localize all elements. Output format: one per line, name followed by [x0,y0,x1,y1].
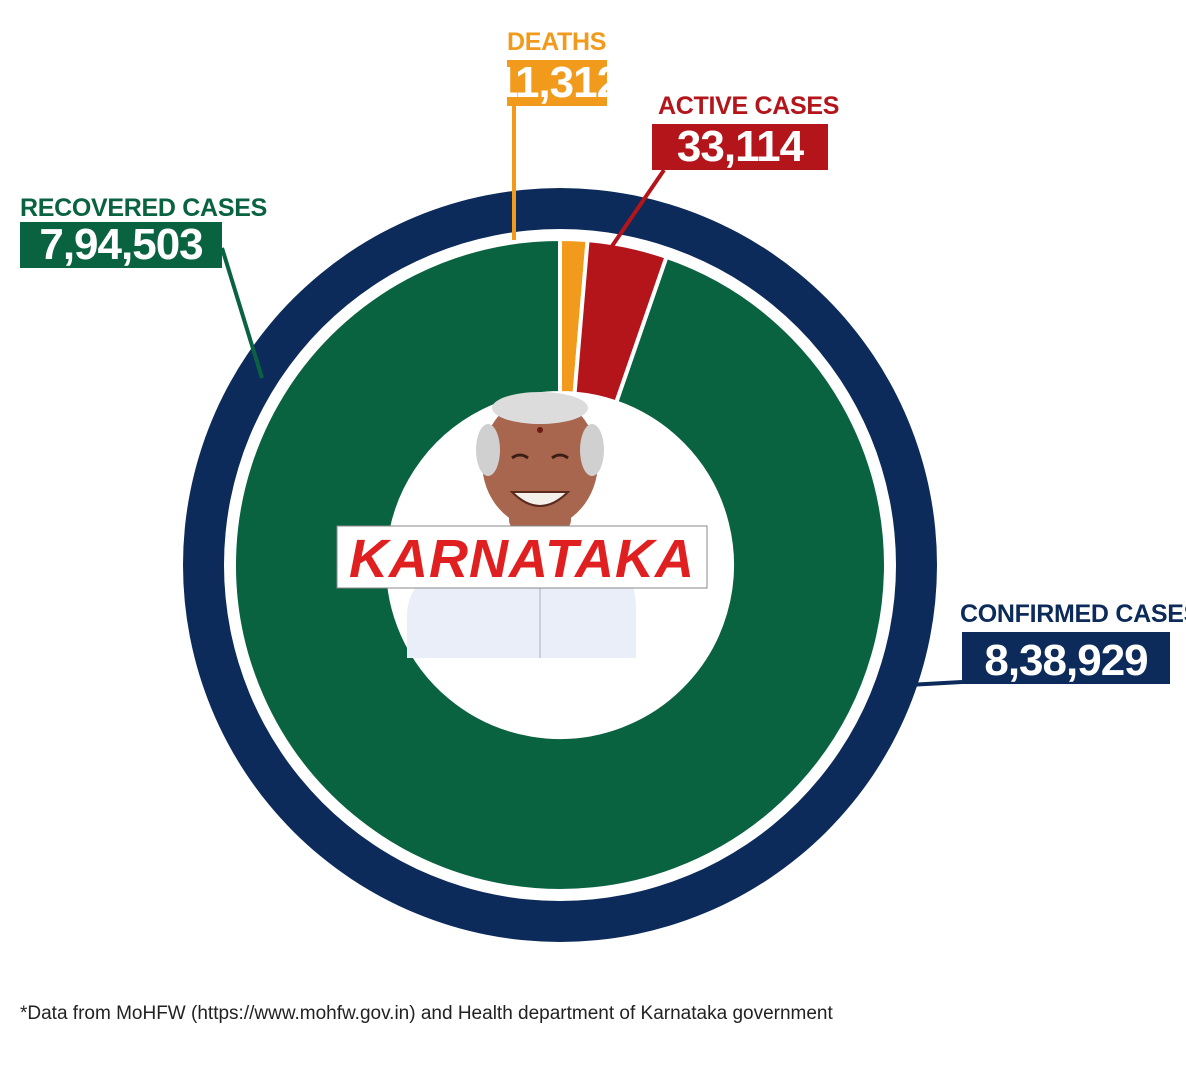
state-name: KARNATAKA [349,529,695,589]
deaths-label: DEATHS [507,28,606,56]
active-value: 33,114 [677,122,805,171]
confirmed-value: 8,38,929 [984,636,1147,685]
recovered-value-box [20,222,222,268]
confirmed-leader-line [889,680,963,688]
confirmed-callout: CONFIRMED CASES 8,38,929 [889,600,1186,688]
confirmed-value-box [962,632,1170,684]
deaths-value-box [507,60,607,106]
recovered-value: 7,94,503 [39,220,202,269]
deaths-value: 11,312 [494,58,620,107]
confirmed-label: CONFIRMED CASES [960,600,1186,628]
state-banner: KARNATAKA [336,525,708,589]
active-leader-line [606,168,666,254]
recovered-leader-line [220,247,264,379]
active-label: ACTIVE CASES [658,92,839,120]
active-value-box [652,124,828,170]
footnote: *Data from MoHFW (https://www.mohfw.gov.… [20,1003,833,1024]
recovered-label: RECOVERED CASES [20,194,267,222]
